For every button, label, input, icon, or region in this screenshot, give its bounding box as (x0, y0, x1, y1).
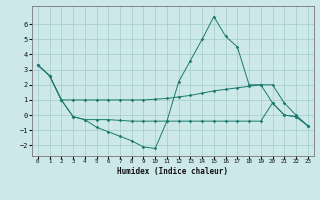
X-axis label: Humidex (Indice chaleur): Humidex (Indice chaleur) (117, 167, 228, 176)
